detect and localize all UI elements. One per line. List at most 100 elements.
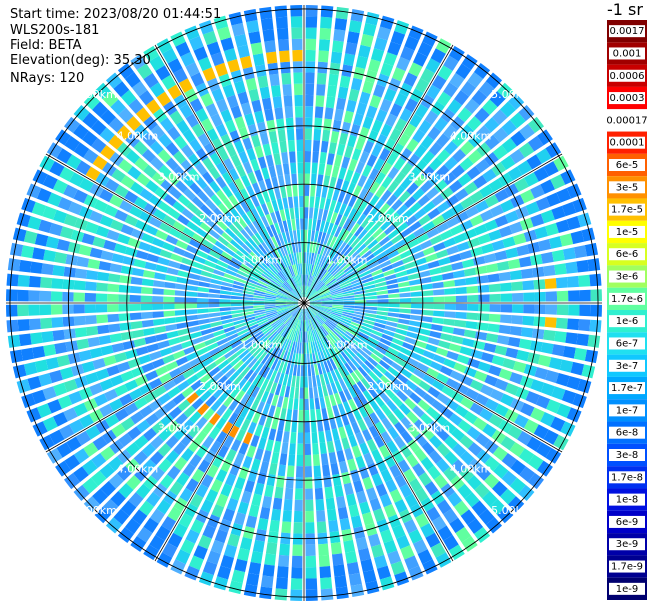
ray-gate — [317, 351, 323, 363]
ray-gate — [348, 251, 359, 262]
ray-gate — [251, 134, 261, 148]
ray-gate — [323, 175, 331, 188]
ray-gate — [304, 128, 313, 140]
ray-gate — [484, 473, 500, 489]
ray-gate — [267, 237, 276, 249]
ray-gate — [264, 297, 276, 300]
ray-gate — [181, 448, 194, 462]
ray-gate — [513, 361, 527, 373]
ray-gate — [231, 313, 244, 318]
ray-gate — [417, 549, 433, 565]
ray-gate — [85, 326, 99, 336]
ray-gate — [196, 298, 209, 303]
ray-gate — [494, 250, 508, 261]
ray-gate — [231, 288, 244, 293]
ray-gate — [254, 169, 264, 182]
ray-gate — [320, 256, 327, 268]
ray-gate — [197, 56, 212, 72]
ray-gate — [372, 273, 385, 280]
ray-gate — [420, 68, 435, 84]
ray-gate — [443, 237, 457, 248]
ray-gate — [311, 277, 317, 288]
ray-gate — [62, 279, 75, 290]
ray-gate — [118, 433, 133, 448]
ray-gate — [298, 286, 303, 298]
ray-gate — [326, 187, 334, 200]
ray-gate — [422, 374, 436, 386]
ray-gate — [365, 580, 380, 595]
ray-gate — [540, 411, 556, 427]
ray-gate — [317, 267, 324, 279]
ray-gate — [283, 315, 293, 325]
ray-gate — [165, 450, 180, 464]
ray-gate — [110, 99, 126, 115]
ray-gate — [367, 130, 379, 144]
ray-gate — [341, 437, 351, 450]
ray-gate — [288, 295, 299, 301]
ray-gate — [223, 395, 234, 408]
ray-gate — [444, 451, 459, 466]
ray-gate — [387, 426, 400, 440]
ray-gate — [315, 95, 325, 108]
ray-gate — [289, 386, 295, 399]
ray-gate — [210, 113, 223, 127]
ray-gate — [346, 269, 358, 278]
ray-gate — [384, 370, 396, 382]
ray-gate — [507, 336, 521, 348]
ray-gate — [163, 296, 175, 303]
colorbar-tick-label: 0.001 — [613, 48, 642, 59]
ray-gate — [358, 246, 370, 257]
ray-gate — [73, 466, 89, 483]
ray-gate — [92, 358, 106, 370]
ray-gate — [509, 442, 525, 458]
ray-gate — [505, 247, 519, 259]
ray-gate — [519, 375, 534, 389]
ray-gate — [183, 188, 196, 201]
ray-gate — [559, 233, 574, 247]
ray-gate — [118, 294, 130, 302]
ray-gate — [288, 317, 296, 328]
ray-gate — [212, 138, 224, 152]
ray-gate — [259, 506, 271, 520]
ray-gate — [161, 74, 177, 90]
ray-gate — [278, 290, 289, 296]
ray-gate — [237, 91, 249, 105]
ray-gate — [372, 349, 385, 359]
ray-gate — [211, 88, 225, 103]
ray-gate — [412, 405, 425, 418]
ray-gate — [308, 306, 318, 315]
ray-gate — [255, 388, 265, 401]
ray-gate — [286, 301, 299, 303]
ray-gate — [296, 139, 304, 152]
ray-gate — [391, 395, 403, 408]
ray-gate — [459, 346, 473, 356]
ray-gate — [435, 249, 449, 259]
ray-gate — [555, 372, 570, 387]
ray-gate — [467, 149, 483, 164]
ray-gate — [195, 416, 208, 430]
ray-gate — [491, 162, 507, 177]
ray-gate — [434, 117, 449, 132]
ray-gate — [305, 5, 318, 17]
colorbar-tick-bg — [609, 25, 645, 38]
ray-gate — [221, 421, 233, 435]
ray-gate — [489, 293, 501, 302]
ray-gate — [320, 294, 332, 299]
ray-gate — [111, 168, 126, 183]
ray-gate — [198, 281, 211, 288]
ray-gate — [235, 428, 246, 442]
ray-gate — [527, 352, 541, 365]
ray-gate — [403, 123, 417, 138]
ray-gate — [138, 241, 152, 252]
ray-gate — [511, 292, 524, 302]
ray-gate — [319, 151, 327, 164]
ray-gate — [455, 63, 472, 80]
ray-gate — [406, 331, 419, 339]
ray-gate — [436, 164, 450, 178]
ray-gate — [291, 567, 303, 579]
ray-gate — [444, 311, 456, 318]
ray-gate — [282, 244, 288, 256]
ray-gate — [477, 284, 490, 293]
ray-gate — [387, 312, 400, 318]
ray-gate — [287, 317, 295, 327]
